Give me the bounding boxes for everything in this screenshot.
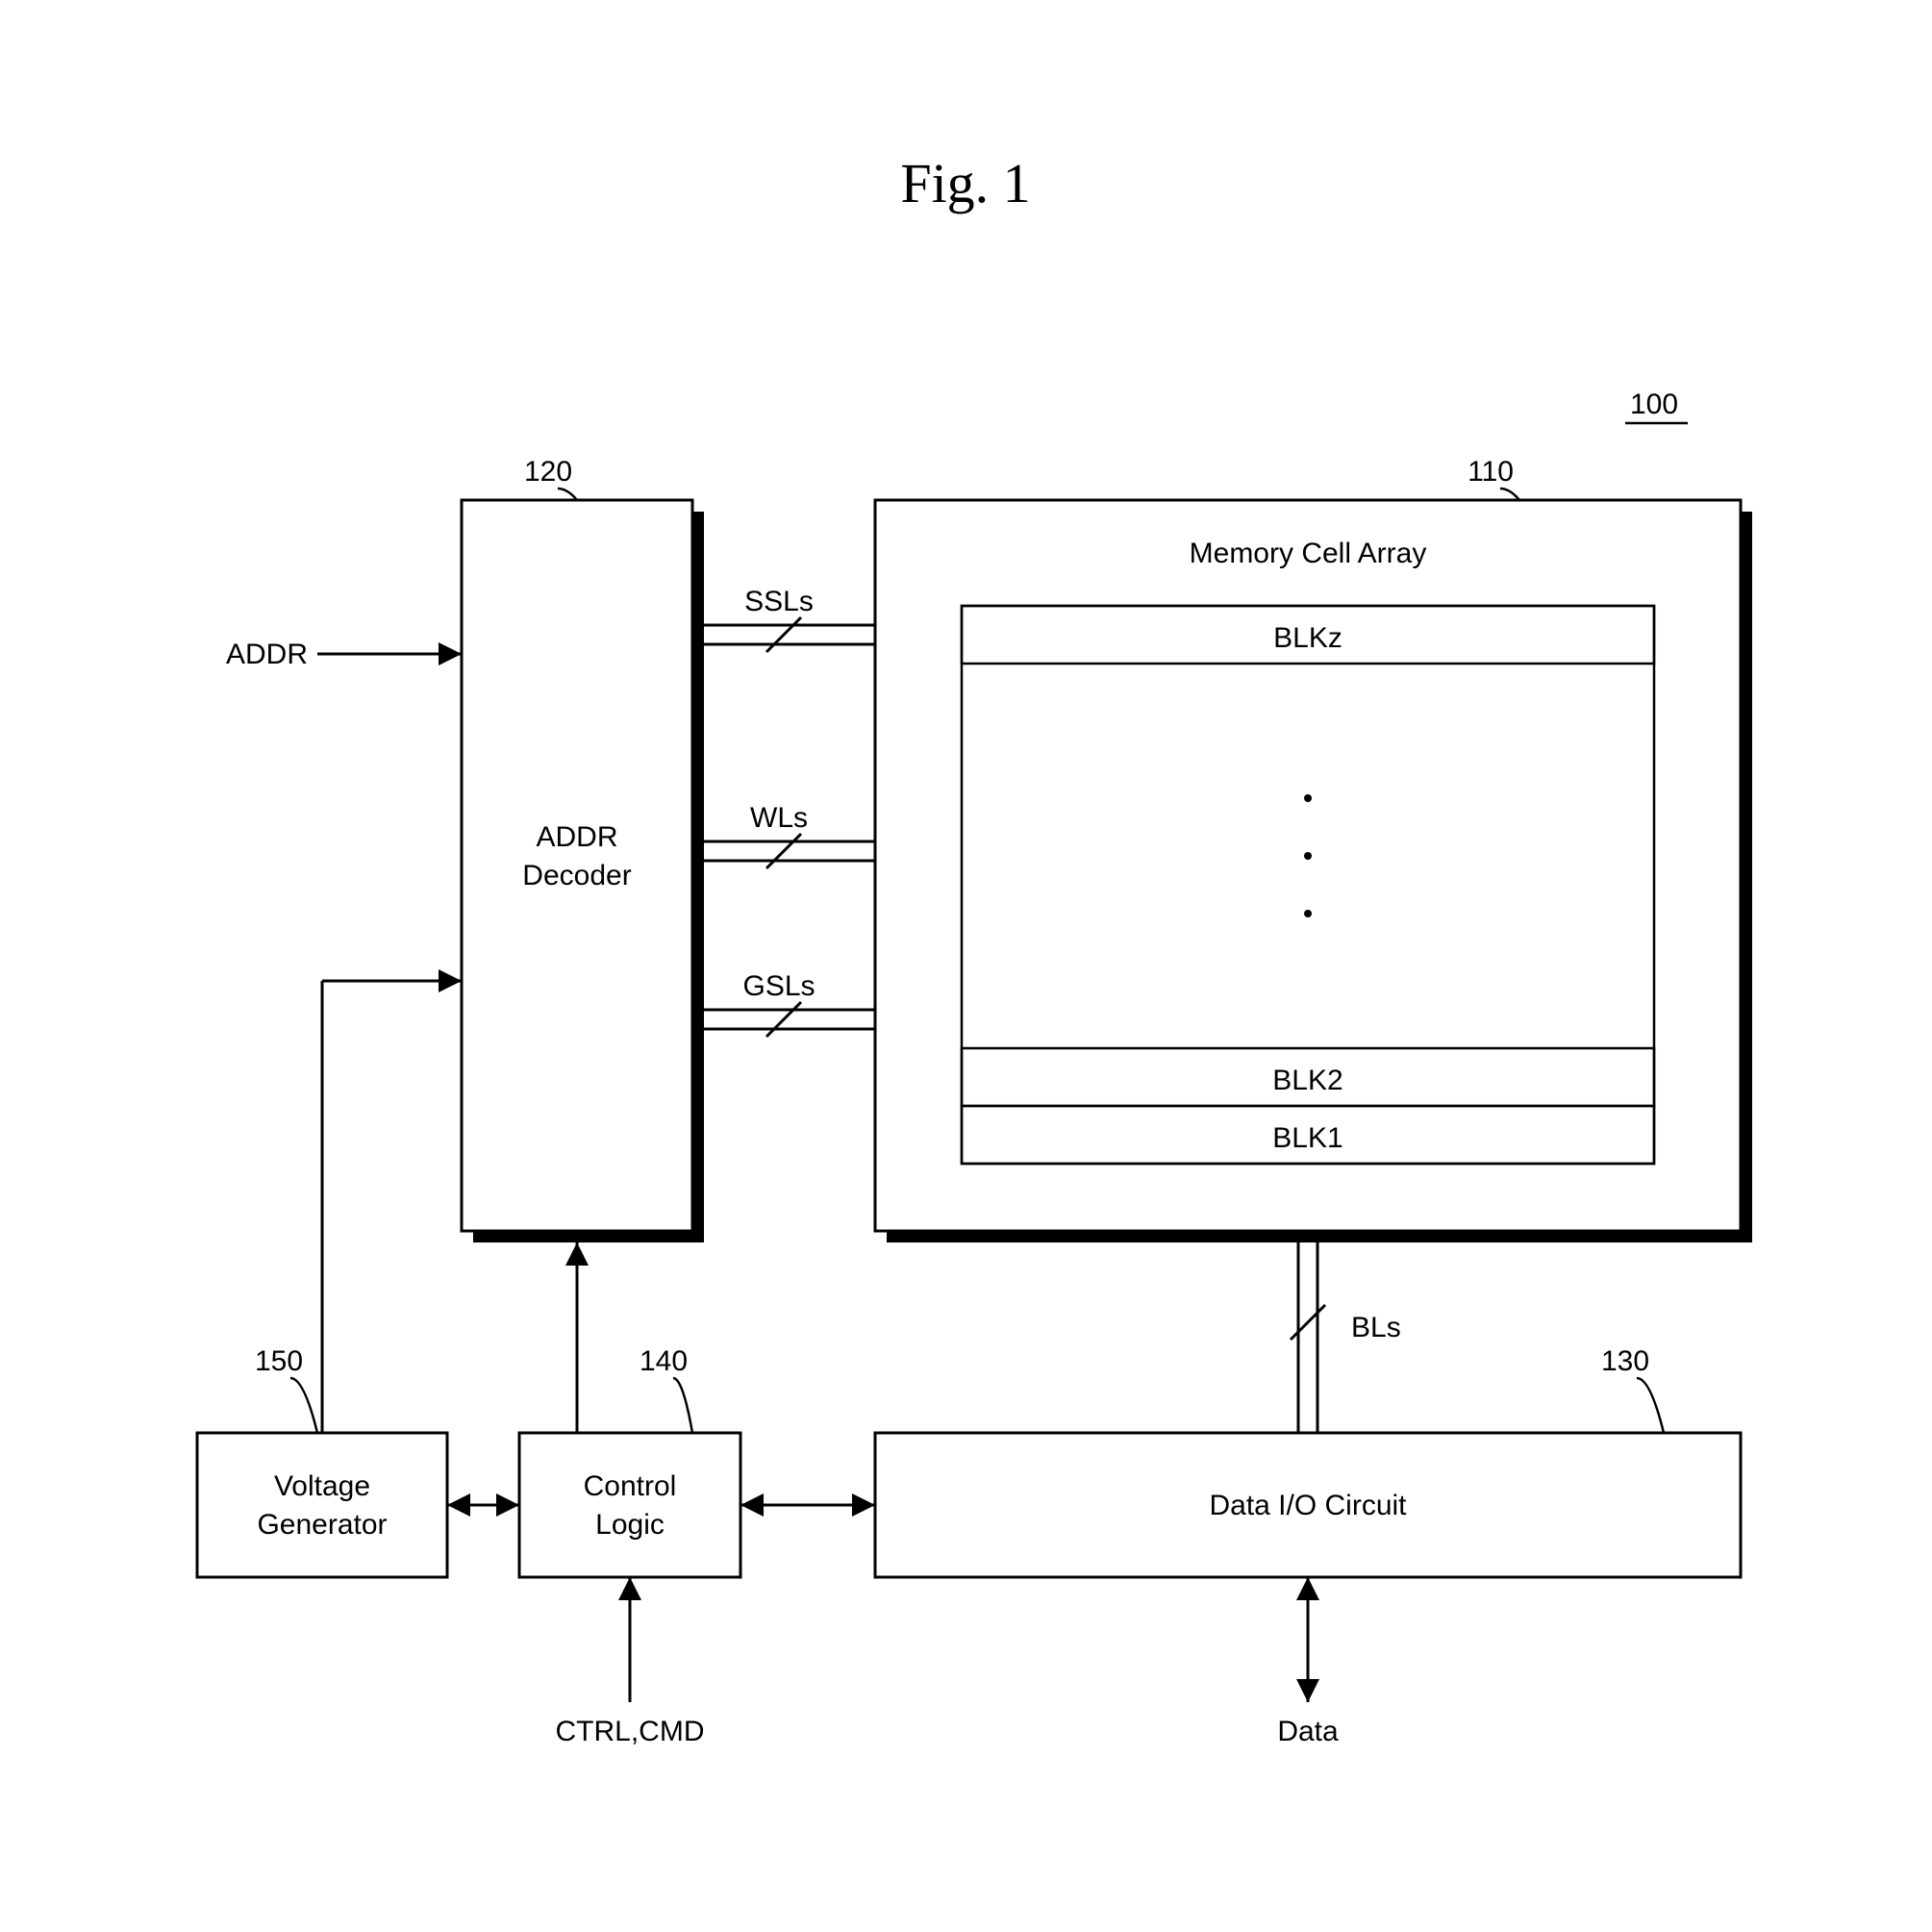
control-logic-box [519,1433,740,1577]
bus-slash [766,617,801,652]
ref-140: 140 [640,1345,688,1377]
arrowhead [852,1493,875,1517]
ellipsis-dot-1 [1304,852,1312,860]
ref-110-leader [1500,489,1519,500]
ref-140-leader [673,1378,692,1433]
ref-150-leader [290,1378,317,1433]
arrowhead [1296,1679,1319,1702]
arrowhead [1296,1577,1319,1600]
ref-120-leader [558,489,577,500]
figure-title: Fig. 1 [900,152,1030,214]
arrowhead [565,1242,589,1266]
ref-150: 150 [255,1345,303,1377]
memory-array-title: Memory Cell Array [1190,538,1427,569]
ref-120: 120 [524,456,572,488]
signal-addr: ADDR [226,639,308,670]
arrowhead [447,1493,470,1517]
addr-decoder-label-line0: ADDR [536,821,617,853]
voltage-generator-label-line0: Voltage [274,1470,370,1502]
signal-data: Data [1277,1716,1339,1747]
bus-ssls-label: SSLs [744,586,814,617]
blk2-label: BLK2 [1272,1065,1342,1096]
control-logic-label-line0: Control [584,1470,677,1502]
ref-100: 100 [1630,389,1678,420]
signal-bls: BLs [1351,1312,1401,1343]
bus-wls-label: WLs [750,802,808,834]
ref-130-leader [1637,1378,1664,1433]
memory-array-box [875,500,1741,1231]
bus-gsls-label: GSLs [742,970,815,1002]
control-logic-label-line1: Logic [595,1509,665,1541]
data-io-label: Data I/O Circuit [1209,1490,1407,1521]
voltage-generator-box [197,1433,447,1577]
bus-slash [1291,1305,1325,1340]
arrowhead [496,1493,519,1517]
ref-130: 130 [1601,1345,1649,1377]
voltage-generator-label-line1: Generator [257,1509,387,1541]
bus-slash [766,1002,801,1037]
addr-decoder-label-line1: Decoder [522,860,631,891]
arrowhead [439,969,462,992]
blkz-label: BLKz [1273,622,1342,654]
ellipsis-dot-0 [1304,794,1312,802]
ref-110: 110 [1468,456,1514,488]
bus-slash [766,834,801,868]
ellipsis-dot-2 [1304,910,1312,917]
arrowhead [618,1577,641,1600]
blk1-label: BLK1 [1272,1122,1342,1154]
arrowhead [740,1493,764,1517]
signal-ctrlcmd: CTRL,CMD [556,1716,705,1747]
arrowhead [439,642,462,665]
